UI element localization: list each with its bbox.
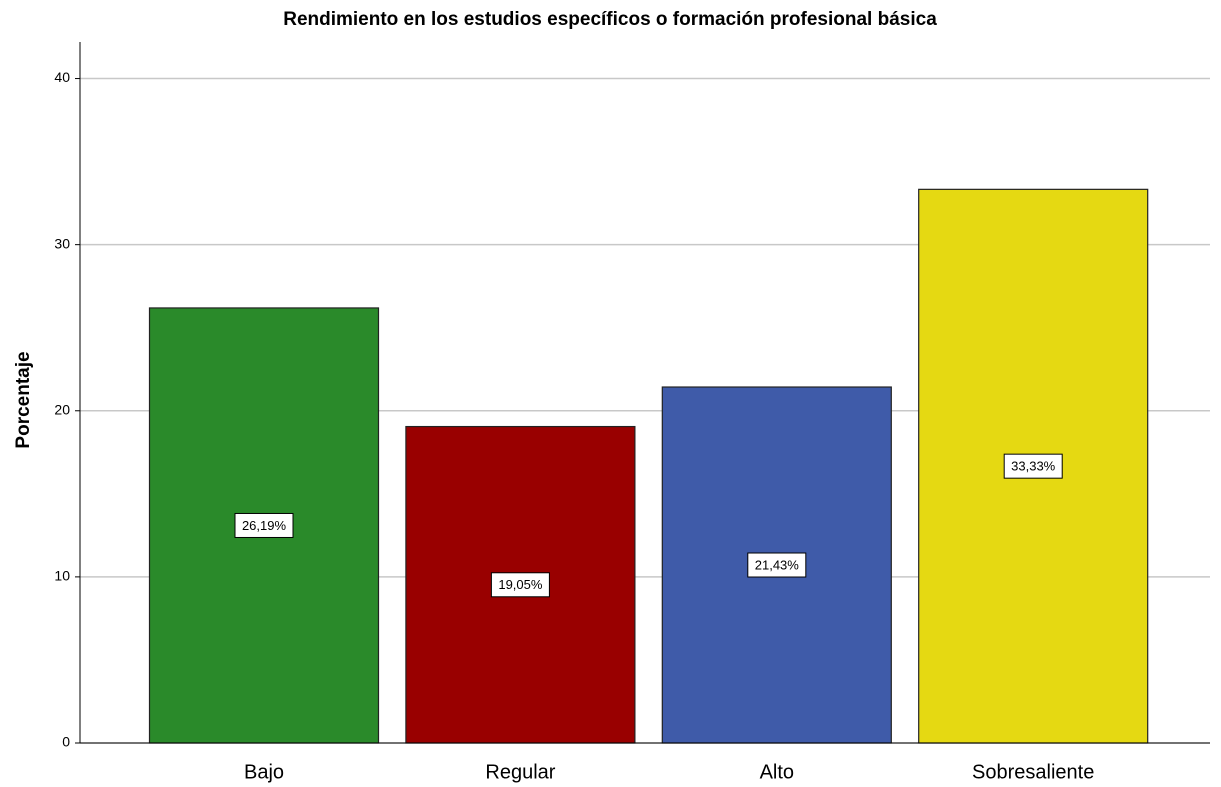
x-tick-label: Regular [485,761,555,783]
chart-title: Rendimiento en los estudios específicos … [283,9,937,30]
x-tick-label: Bajo [244,761,284,783]
y-axis-label: Porcentaje [13,351,34,448]
value-label: 21,43% [755,557,800,572]
value-label: 26,19% [242,518,287,533]
value-label-box [490,572,550,598]
y-tick-label: 30 [54,235,70,251]
y-tick-label: 10 [54,568,70,584]
value-label: 33,33% [1011,459,1056,474]
y-tick-label: 20 [54,401,70,417]
x-tick-label: Sobresaliente [972,761,1094,783]
value-label-box [1003,453,1063,479]
y-tick-label: 0 [62,734,70,750]
value-label-box [747,552,807,578]
value-label-box [234,512,294,538]
y-tick-label: 40 [54,69,70,85]
x-tick-label: Alto [760,761,794,783]
value-label: 19,05% [498,577,543,592]
